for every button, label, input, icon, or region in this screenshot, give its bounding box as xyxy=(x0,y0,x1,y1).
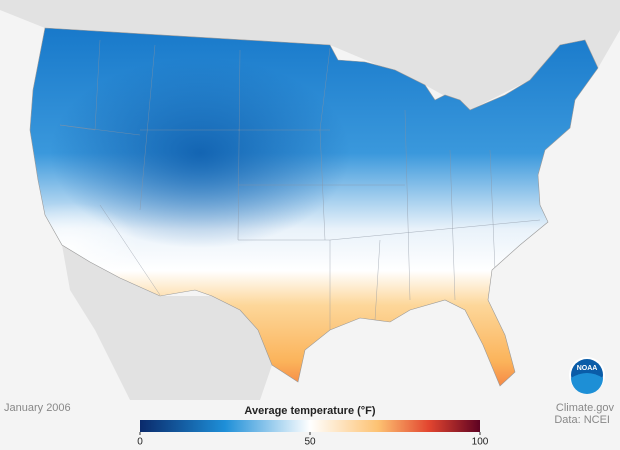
color-bar xyxy=(140,420,480,432)
canada xyxy=(0,0,620,110)
mexico xyxy=(62,245,272,400)
tick-label: 0 xyxy=(137,437,143,448)
tick-label: 100 xyxy=(472,437,489,448)
legend-title: Average temperature (°F) xyxy=(244,405,375,417)
date: January 2006 xyxy=(4,402,71,414)
credit: Data: NCEI xyxy=(554,414,610,426)
noaa-logo: NOAA xyxy=(569,357,605,394)
tick-label: 50 xyxy=(304,437,316,448)
credit: Climate.gov xyxy=(556,402,615,414)
logo-text: NOAA xyxy=(577,365,598,372)
